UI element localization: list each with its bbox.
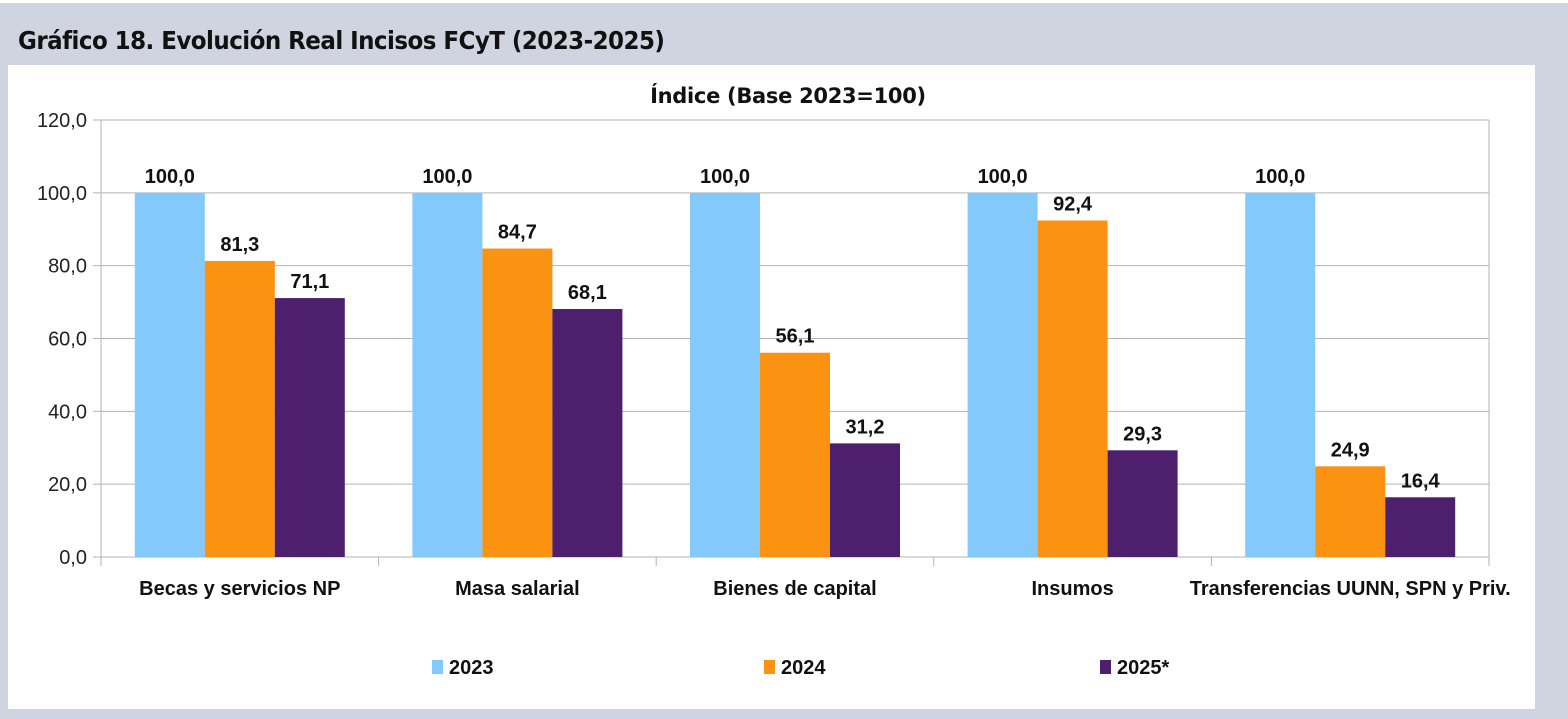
legend-swatch-2025 xyxy=(1100,660,1111,674)
bar-2023-3 xyxy=(967,192,1038,558)
legend-swatch-2023 xyxy=(432,660,443,674)
y-tick-label: 40,0 xyxy=(48,401,87,423)
data-label: 24,9 xyxy=(1331,439,1370,461)
bar-2025-1 xyxy=(552,309,623,557)
y-tick-label: 0,0 xyxy=(59,547,87,569)
bar-2024-3 xyxy=(1037,220,1108,557)
bar-2024-2 xyxy=(760,352,830,557)
x-tick-label: Becas y servicios NP xyxy=(139,578,340,600)
bar-2023-0 xyxy=(134,192,205,558)
data-label: 29,3 xyxy=(1123,423,1162,445)
data-label: 100,0 xyxy=(978,166,1028,188)
bar-2023-2 xyxy=(690,192,760,558)
top-strip xyxy=(0,0,1568,3)
data-label: 100,0 xyxy=(422,166,472,188)
y-axis: 0,0 20,0 40,0 60,0 80,0 100,0 120,0 xyxy=(37,110,101,569)
legend-label: 2025* xyxy=(1117,657,1169,679)
bar-2024-1 xyxy=(482,248,553,557)
legend-swatch-2024 xyxy=(764,660,775,674)
data-label: 100,0 xyxy=(700,166,750,188)
x-tick-label: Transferencias UUNN, SPN y Priv. xyxy=(1190,578,1511,600)
x-axis: Becas y servicios NP Masa salarial Bienes … xyxy=(100,557,1511,600)
data-label: 81,3 xyxy=(220,234,259,256)
x-tick-label: Insumos xyxy=(1031,578,1113,600)
data-label: 100,0 xyxy=(145,166,195,188)
data-label: 71,1 xyxy=(290,271,329,293)
legend-label: 2023 xyxy=(449,657,494,679)
bar-2024-0 xyxy=(204,260,275,557)
x-tick-label: Masa salarial xyxy=(455,578,580,600)
data-label: 31,2 xyxy=(846,416,885,438)
y-tick-label: 60,0 xyxy=(48,329,87,351)
y-tick-label: 20,0 xyxy=(48,474,87,496)
bar-2025-2 xyxy=(830,443,900,557)
chart-title: Índice (Base 2023=100) xyxy=(650,83,926,108)
figure-title: Gráfico 18. Evolución Real Incisos FCyT … xyxy=(18,26,665,55)
legend-label: 2024 xyxy=(781,657,826,679)
bar-2025-4 xyxy=(1385,497,1456,557)
data-label: 68,1 xyxy=(568,282,607,304)
data-label: 84,7 xyxy=(498,222,537,244)
bar-2023-1 xyxy=(412,192,483,558)
x-tick-label: Bienes de capital xyxy=(713,578,876,600)
y-tick-label: 120,0 xyxy=(37,110,87,132)
bars: 100,0 81,3 71,1 100,0 84,7 68,1 100,0 56,1 31,2 1… xyxy=(134,166,1456,558)
data-label: 100,0 xyxy=(1255,166,1305,188)
bar-2025-0 xyxy=(274,298,345,557)
y-tick-label: 80,0 xyxy=(48,256,87,278)
legend: 2023 2024 2025* xyxy=(432,657,1169,679)
y-tick-label: 100,0 xyxy=(37,183,87,205)
data-label: 16,4 xyxy=(1401,470,1441,492)
data-label: 56,1 xyxy=(776,326,815,348)
bar-2023-4 xyxy=(1245,192,1316,558)
bar-2025-3 xyxy=(1107,450,1178,557)
bar-2024-4 xyxy=(1315,466,1386,557)
data-label: 92,4 xyxy=(1053,194,1093,216)
